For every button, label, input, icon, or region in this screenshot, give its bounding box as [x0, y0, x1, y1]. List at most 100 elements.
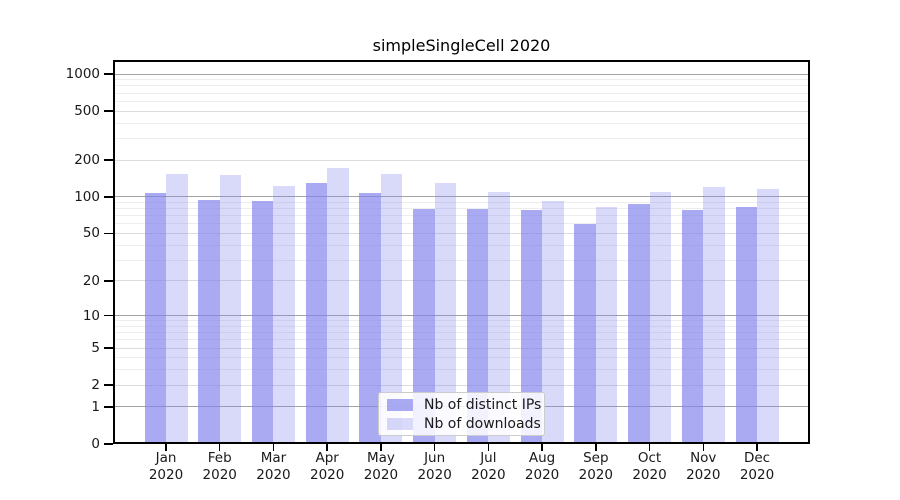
x-axis-tick: [165, 444, 167, 451]
x-axis-tick: [433, 444, 436, 451]
y-tick-label: 0: [91, 436, 100, 452]
y-axis-tick: [104, 384, 113, 386]
minor-gridline: [113, 201, 810, 203]
bar-downloads-jun: [434, 183, 457, 444]
minor-gridline: [113, 85, 810, 87]
bar-downloads-nov: [703, 187, 725, 444]
x-axis-tick: [648, 444, 651, 451]
bar-distinct-ips-mar: [251, 200, 274, 444]
x-axis-tick: [541, 444, 543, 451]
legend-label-downloads: Nb of downloads: [424, 415, 541, 432]
bar-distinct-ips-jun: [413, 208, 435, 444]
chart-title: simpleSingleCell 2020: [372, 36, 551, 55]
x-axis-tick: [380, 444, 382, 451]
minor-gridline: [113, 369, 810, 371]
x-tick-label: Apr 2020: [309, 450, 345, 483]
bar-downloads-dec: [757, 188, 779, 444]
gridline: [113, 384, 810, 386]
x-tick-label: May 2020: [363, 450, 399, 483]
y-tick-label: 10: [82, 307, 100, 324]
bar-downloads-sep: [595, 207, 618, 444]
bar-distinct-ips-aug: [520, 210, 543, 444]
bar-distinct-ips-sep: [574, 223, 596, 444]
y-axis-tick: [104, 406, 113, 408]
minor-gridline: [113, 244, 810, 246]
minor-gridline: [113, 100, 810, 102]
bar-distinct-ips-apr: [305, 182, 328, 444]
bar-distinct-ips-jul: [466, 209, 489, 444]
x-axis-tick: [756, 444, 758, 451]
x-axis-tick: [272, 444, 275, 451]
bar-downloads-aug: [542, 201, 564, 444]
x-axis-tick: [487, 444, 490, 451]
y-tick-label: 2: [91, 377, 100, 394]
legend-swatch-distinct-ips: [387, 398, 413, 411]
minor-gridline: [113, 332, 810, 334]
minor-gridline: [113, 339, 810, 341]
x-tick-label: Sep 2020: [578, 450, 613, 483]
y-tick-label: 20: [82, 272, 100, 289]
y-axis-tick: [104, 159, 113, 161]
bar-downloads-mar: [273, 185, 295, 444]
x-tick-label: Dec 2020: [739, 450, 775, 483]
bar-distinct-ips-oct: [628, 204, 650, 444]
gridline: [113, 73, 810, 75]
minor-gridline: [113, 208, 810, 210]
y-tick-label: 5: [91, 340, 100, 357]
gridline: [113, 110, 810, 112]
minor-gridline: [113, 259, 810, 261]
bar-downloads-jan: [166, 174, 188, 444]
bar-distinct-ips-feb: [198, 199, 220, 444]
x-tick-label: Feb 2020: [202, 450, 237, 483]
minor-gridline: [113, 215, 810, 217]
bar-distinct-ips-may: [359, 192, 381, 444]
legend-swatch-downloads: [387, 417, 413, 430]
bar-distinct-ips-nov: [681, 210, 704, 444]
x-tick-label: Jun 2020: [417, 450, 452, 483]
minor-gridline: [113, 122, 810, 124]
gridline: [113, 159, 810, 161]
y-axis-tick: [104, 110, 113, 112]
minor-gridline: [113, 325, 810, 327]
legend-label-distinct-ips: Nb of distinct IPs: [424, 396, 542, 413]
y-tick-label: 500: [74, 103, 100, 120]
bar-downloads-oct: [649, 191, 672, 444]
y-axis-tick: [104, 196, 113, 198]
bar-distinct-ips-dec: [735, 207, 757, 444]
x-axis-tick: [218, 444, 221, 451]
minor-gridline: [113, 223, 810, 225]
minor-gridline: [113, 79, 810, 81]
bar-downloads-may: [380, 174, 403, 444]
y-tick-label: 200: [74, 152, 100, 168]
x-tick-label: Mar 2020: [256, 450, 291, 483]
gridline-layer: [113, 60, 810, 444]
y-axis-tick: [104, 347, 113, 349]
x-tick-label: Oct 2020: [632, 450, 667, 483]
bar-downloads-jul: [488, 191, 510, 444]
bar-downloads-apr: [327, 168, 349, 444]
gridline: [113, 347, 810, 349]
y-axis-tick: [104, 443, 113, 445]
x-tick-label: Aug 2020: [524, 450, 560, 483]
y-axis-tick: [104, 232, 113, 235]
gridline: [113, 232, 810, 234]
y-tick-label: 50: [82, 225, 100, 242]
x-axis-tick: [326, 444, 328, 451]
y-tick-label: 1000: [65, 66, 100, 83]
x-axis-tick: [595, 444, 597, 451]
minor-gridline: [113, 357, 810, 359]
minor-gridline: [113, 320, 810, 322]
x-tick-label: Jul 2020: [471, 450, 506, 483]
legend-item-distinct-ips: Nb of distinct IPs: [387, 397, 541, 413]
x-tick-label: Jan 2020: [148, 450, 184, 483]
y-tick-label: 100: [74, 188, 100, 205]
x-axis-tick: [702, 444, 705, 451]
y-axis-tick: [104, 314, 113, 317]
minor-gridline: [113, 137, 810, 139]
bar-layer: [113, 60, 810, 444]
x-tick-label: Nov 2020: [686, 450, 721, 483]
legend-item-downloads: Nb of downloads: [387, 416, 541, 432]
gridline: [113, 280, 810, 282]
minor-gridline: [113, 92, 810, 94]
